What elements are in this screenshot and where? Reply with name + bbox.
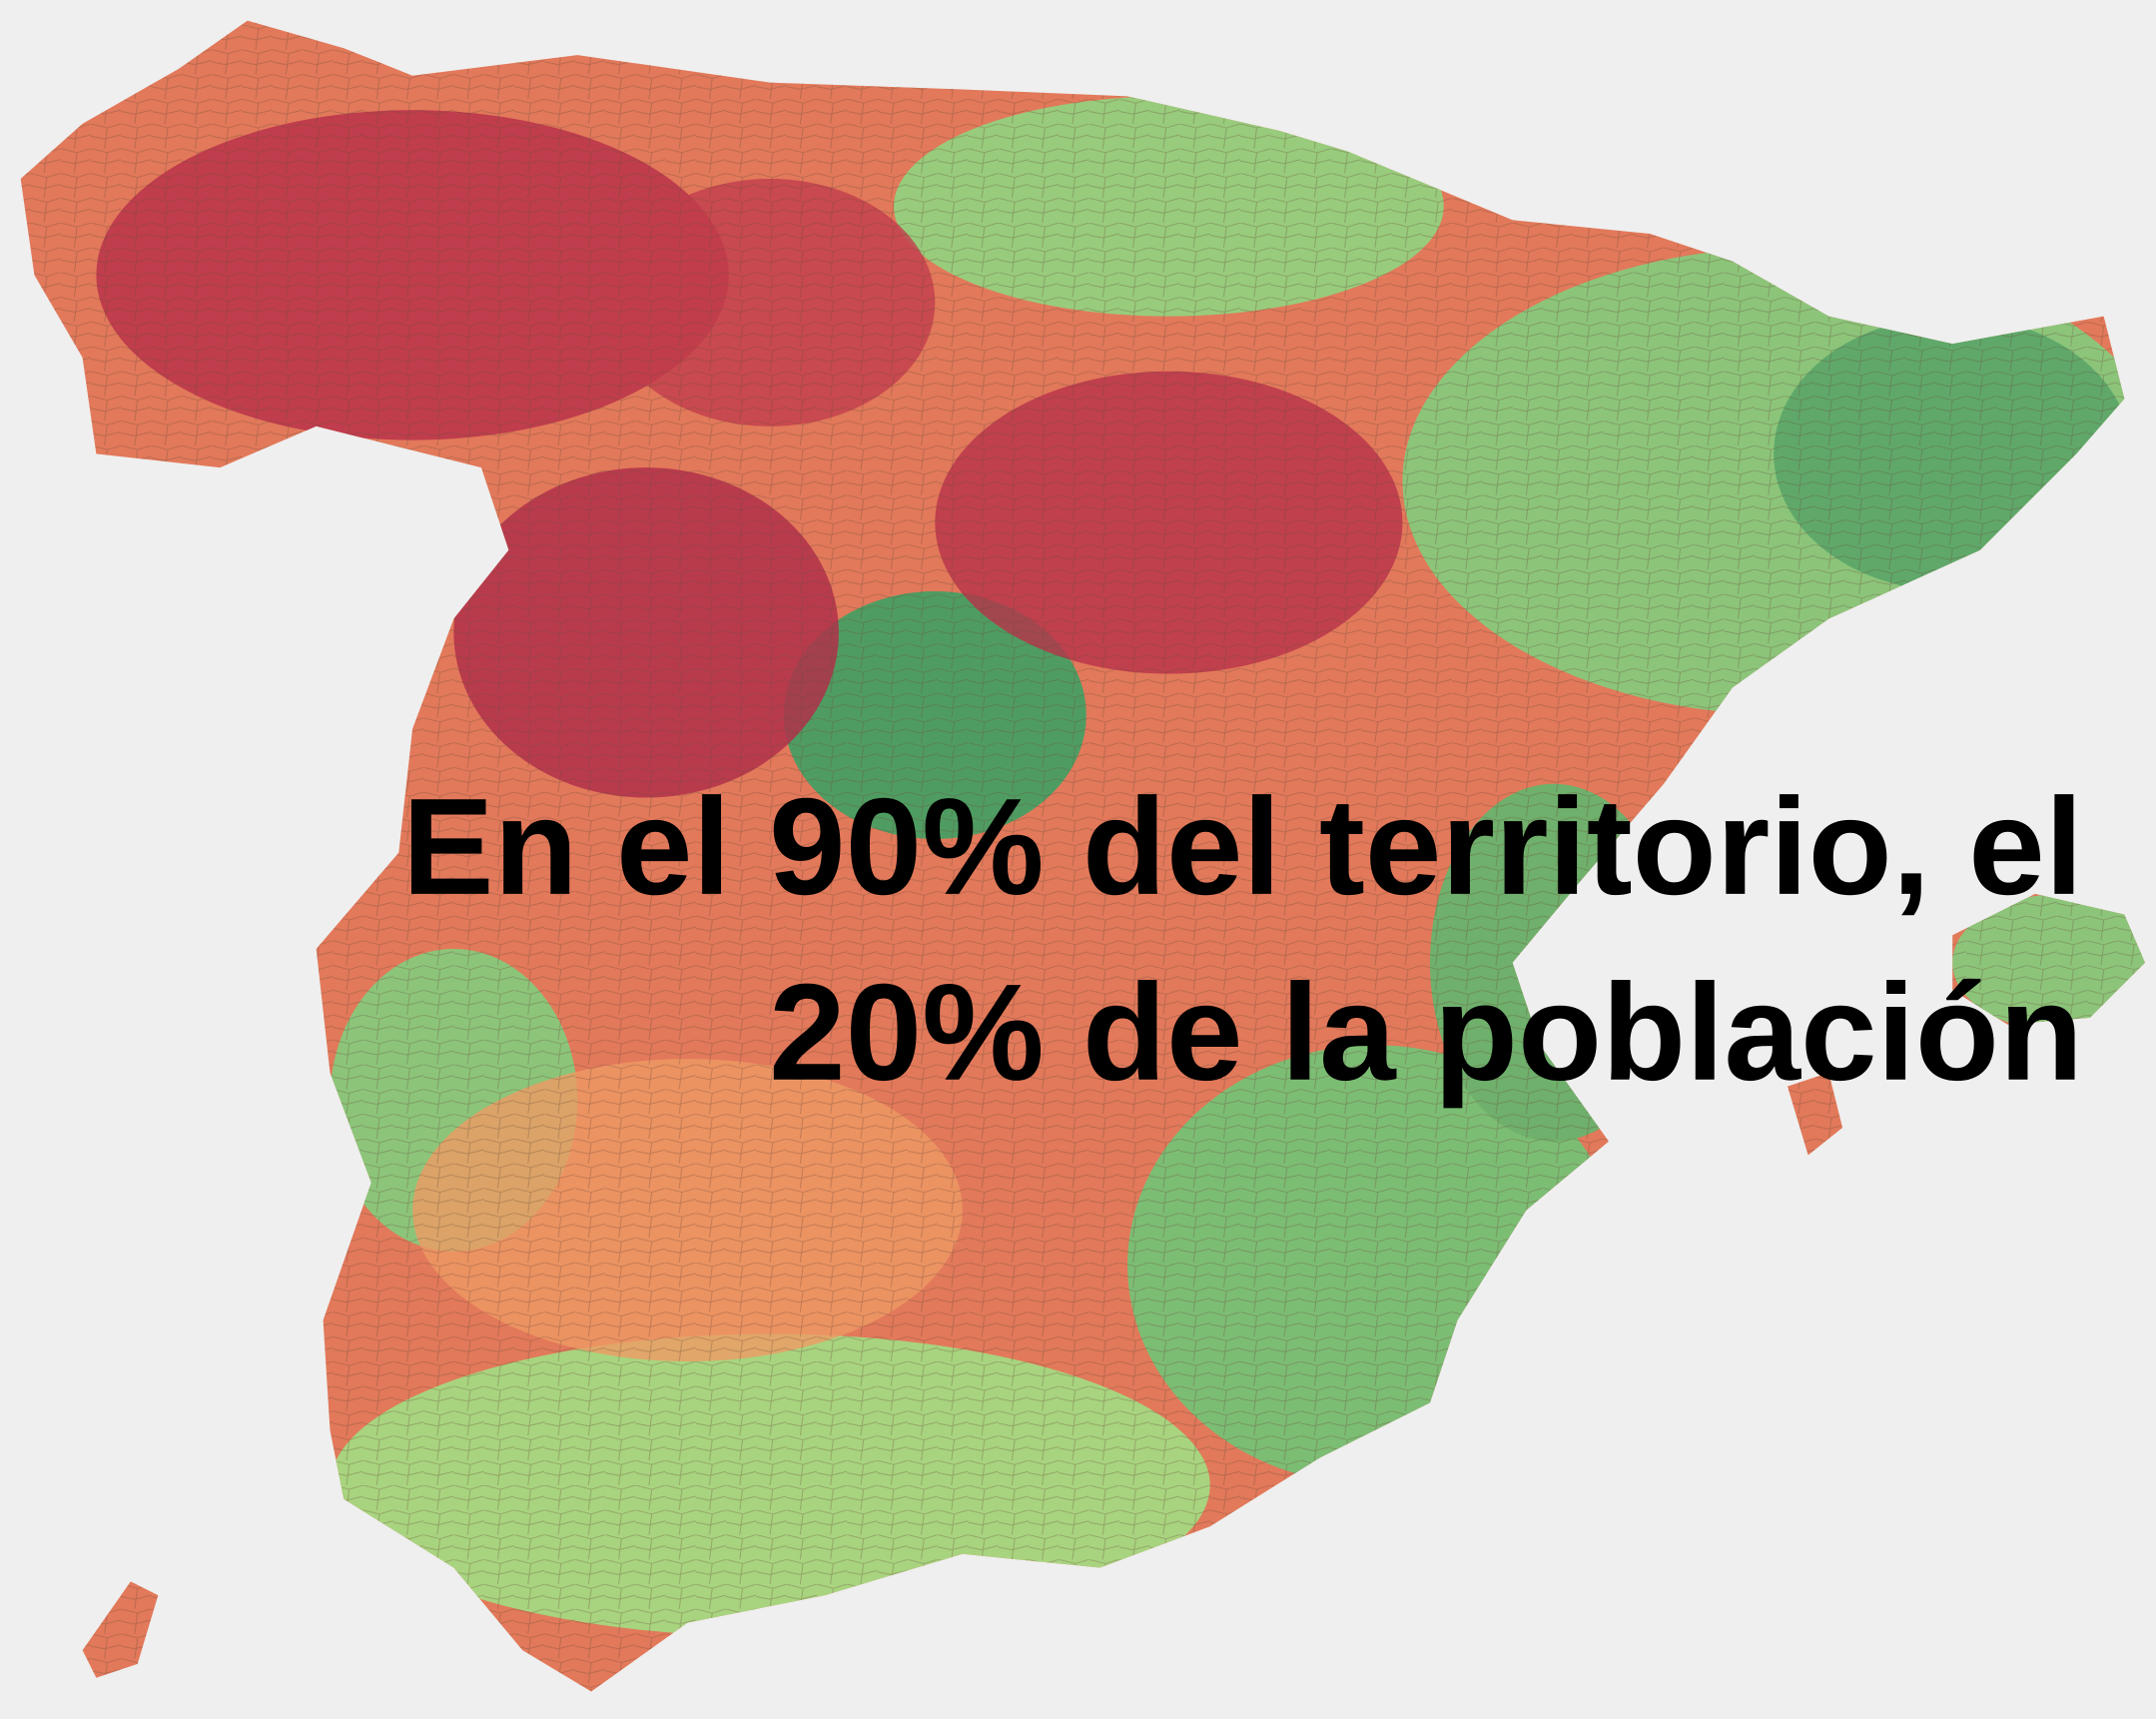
page: En el 90% del territorio, el 20% de la p…: [0, 0, 2156, 1719]
caption-line: En el 90% del territorio, el: [402, 770, 2083, 924]
caption-line: 20% de la población: [769, 956, 2083, 1110]
map: En el 90% del territorio, el 20% de la p…: [0, 0, 2156, 1719]
